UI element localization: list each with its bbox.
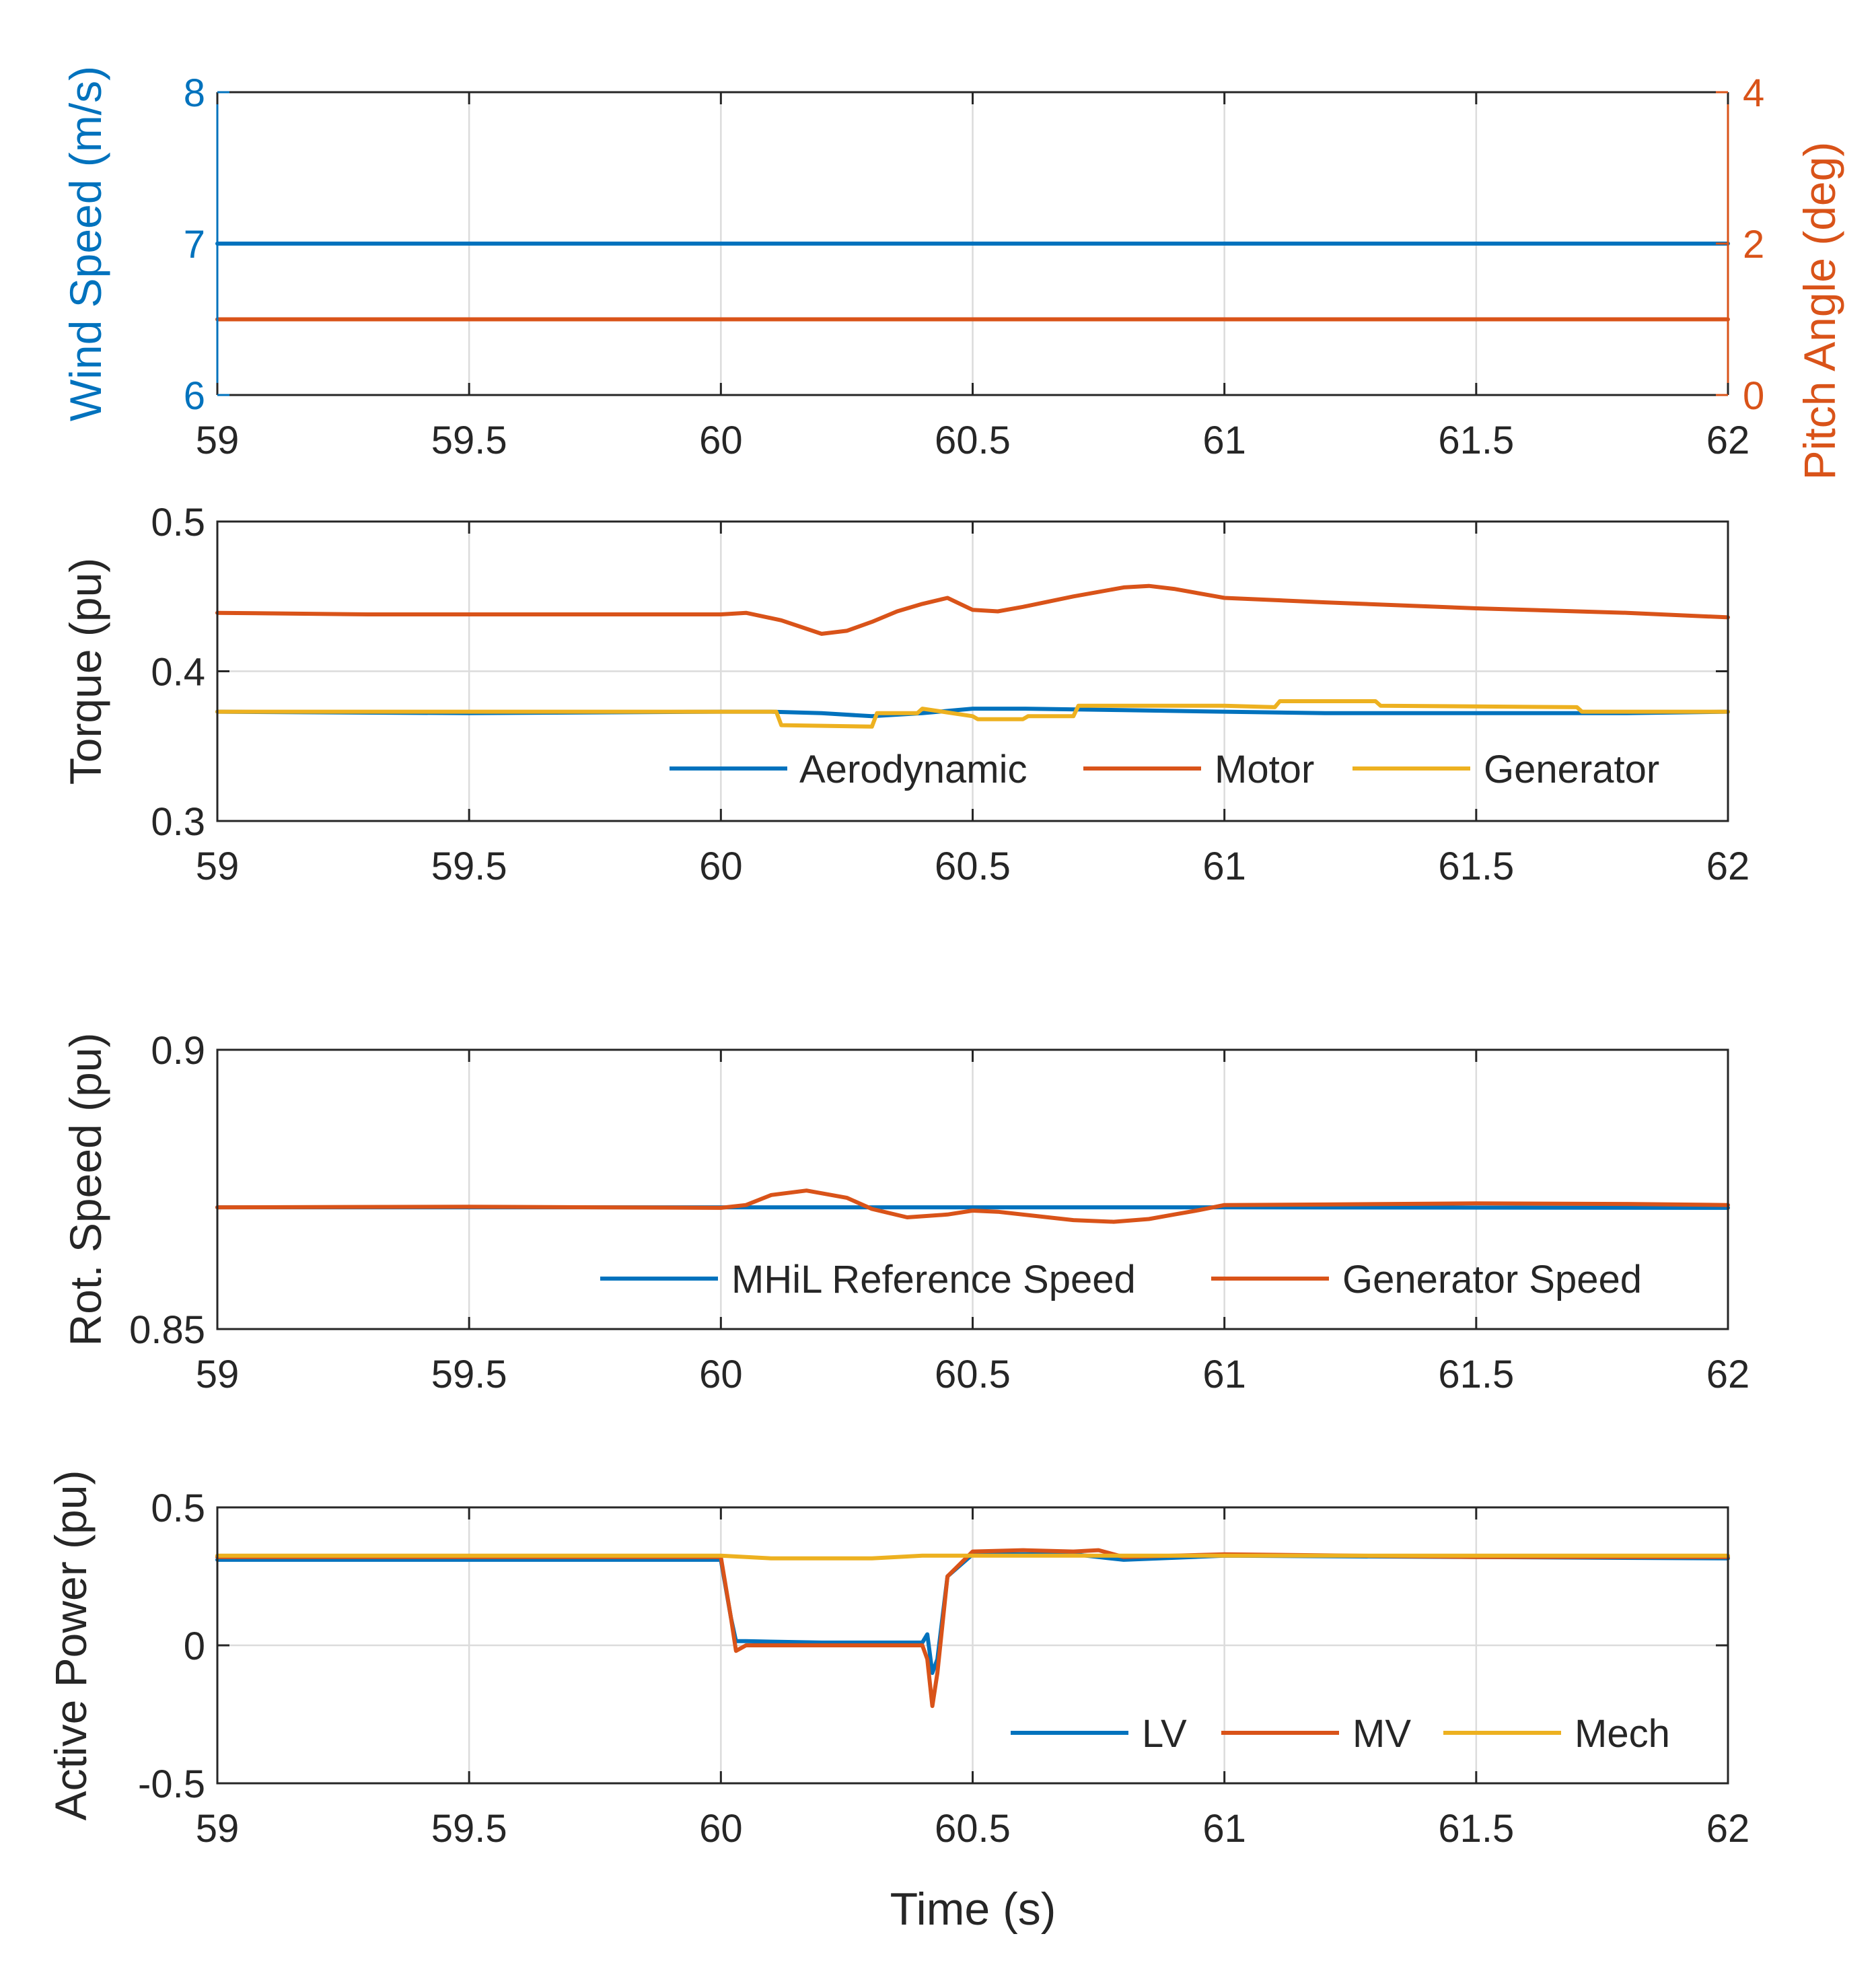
x-tick-label: 62 — [1706, 1807, 1750, 1851]
y-right-tick-label: 0 — [1743, 374, 1764, 418]
y-axis-label-right: Pitch Angle (deg) — [1795, 142, 1844, 480]
legend-label-aerodynamic: Aerodynamic — [799, 748, 1027, 791]
y-tick-label: 0.5 — [151, 501, 205, 544]
y-tick-label: 7 — [184, 223, 205, 266]
series-motor — [215, 583, 1730, 636]
torque-panel: 59 59.5 60 60.5 61 61.5 62 0.3 0.4 0.5 Torque (pu)… — [61, 501, 1749, 888]
y-tick-label: 0.5 — [151, 1487, 205, 1530]
legend-label-mv: MV — [1352, 1712, 1411, 1756]
active-power-panel: 59 59.5 60 60.5 61 61.5 62 -0.5 0 0.5 Active Power… — [46, 1470, 1749, 1851]
x-tick-label: 59.5 — [431, 419, 507, 462]
legend-label-generator-speed: Generator Speed — [1342, 1258, 1642, 1301]
x-tick-label: 61 — [1202, 419, 1246, 462]
x-tick-label: 60 — [699, 1807, 743, 1851]
y-axis-label: Rot. Speed (pu) — [61, 1033, 110, 1347]
y-axis-label: Torque (pu) — [61, 558, 110, 785]
y-axis-label: Active Power (pu) — [46, 1470, 96, 1821]
x-tick-label: 62 — [1706, 419, 1750, 462]
x-tick-label: 59.5 — [431, 1353, 507, 1396]
y-tick-label: 6 — [184, 374, 205, 418]
y-tick-label: 0 — [184, 1624, 205, 1668]
x-tick-label: 62 — [1706, 845, 1750, 888]
x-axis-label: Time (s) — [890, 1884, 1056, 1935]
legend-label-lv: LV — [1142, 1712, 1187, 1756]
x-tick-label: 59 — [196, 419, 240, 462]
x-tick-label: 61.5 — [1438, 845, 1514, 888]
x-tick-label: 60 — [699, 1353, 743, 1396]
x-tick-label: 60.5 — [935, 1807, 1011, 1851]
x-tick-label: 60.5 — [935, 419, 1011, 462]
y-axis-label: Wind Speed (m/s) — [61, 66, 110, 421]
x-tick-label: 61.5 — [1438, 1807, 1514, 1851]
x-tick-label: 59 — [196, 845, 240, 888]
x-tick-label: 60.5 — [935, 1353, 1011, 1396]
x-tick-label: 61.5 — [1438, 419, 1514, 462]
x-tick-label: 61 — [1202, 1807, 1246, 1851]
wind-pitch-panel: 59 59.5 60 60.5 61 61.5 62 6 7 8 0 2 4 Wind Speed (m/… — [61, 66, 1844, 480]
legend-label-motor: Motor — [1215, 748, 1314, 791]
y-tick-label: -0.5 — [138, 1762, 205, 1806]
x-tick-label: 61.5 — [1438, 1353, 1514, 1396]
x-tick-label: 62 — [1706, 1353, 1750, 1396]
x-tick-label: 61 — [1202, 1353, 1246, 1396]
series-generator — [215, 699, 1730, 729]
y-tick-label: 0.85 — [129, 1308, 205, 1352]
legend-label-generator: Generator — [1484, 748, 1659, 791]
y-right-tick-label: 4 — [1743, 71, 1764, 115]
legend-label-mech: Mech — [1575, 1712, 1670, 1756]
x-tick-label: 60 — [699, 845, 743, 888]
y-right-tick-label: 2 — [1743, 223, 1764, 266]
legend-label-mhil-reference-speed: MHiL Reference Speed — [731, 1258, 1136, 1301]
y-tick-label: 0.9 — [151, 1029, 205, 1073]
x-tick-label: 59 — [196, 1353, 240, 1396]
y-tick-label: 0.3 — [151, 800, 205, 844]
x-tick-label: 60.5 — [935, 845, 1011, 888]
x-tick-label: 59 — [196, 1807, 240, 1851]
x-tick-label: 61 — [1202, 845, 1246, 888]
x-tick-label: 60 — [699, 419, 743, 462]
x-tick-label: 59.5 — [431, 1807, 507, 1851]
series-generator-speed — [215, 1188, 1730, 1224]
y-tick-label: 0.4 — [151, 651, 205, 694]
x-tick-label: 59.5 — [431, 845, 507, 888]
y-tick-label: 8 — [184, 71, 205, 115]
series-mech — [215, 1553, 1730, 1561]
rot-speed-panel: 59 59.5 60 60.5 61 61.5 62 0.85 0.9 Rot. Speed (p… — [61, 1029, 1749, 1396]
